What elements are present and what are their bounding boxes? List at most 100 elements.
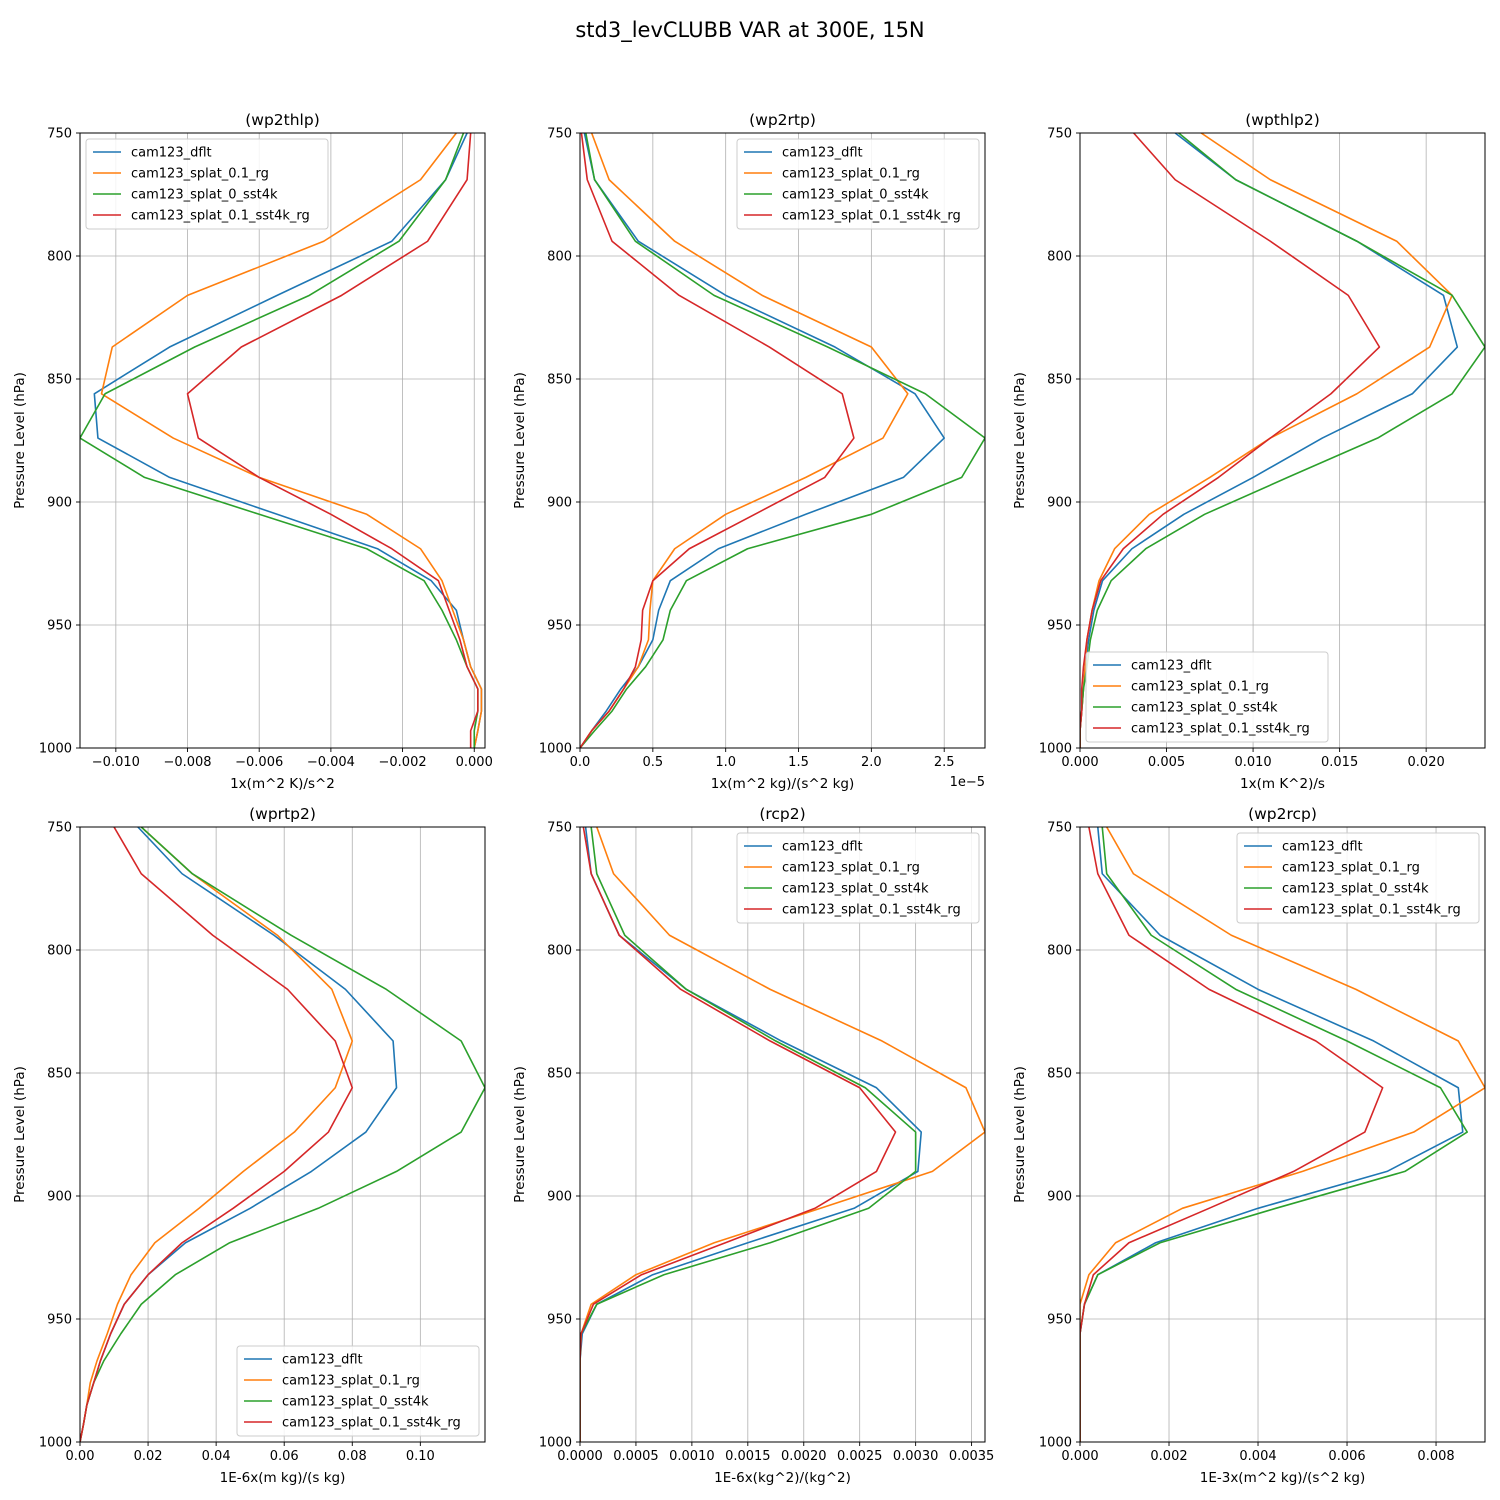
y-tick-label: 800 [547,944,572,959]
y-axis-label: Pressure Level (hPa) [512,1066,528,1203]
legend-label: cam123_splat_0.1_rg [282,1374,420,1389]
x-tick-label: 0.004 [1239,1449,1276,1464]
series-line-cam123_splat_0.1_rg [100,133,483,748]
x-tick-label: 0.005 [1148,755,1185,770]
x-tick-label: 0.10 [406,1449,435,1464]
y-tick-label: 900 [547,496,572,511]
axes-frame [579,132,986,749]
series-line-cam123_dflt [580,133,946,748]
legend-label: cam123_splat_0.1_sst4k_rg [1131,722,1310,737]
legend-label: cam123_dflt [782,146,863,161]
x-tick-label: 0.08 [338,1449,367,1464]
legend-box [736,138,980,230]
y-tick-label: 850 [47,1067,72,1082]
y-tick-label: 750 [47,821,72,836]
x-axis-label: 1E-3x(m^2 kg)/(s^2 kg) [1200,1470,1366,1486]
y-axis-label: Pressure Level (hPa) [512,372,528,509]
x-tick-label: 0.020 [1408,755,1445,770]
legend-label: cam123_dflt [782,840,863,855]
subplot-title: (wprtp2) [249,805,316,823]
y-axis-label: Pressure Level (hPa) [12,1066,28,1203]
subplot-wprtp2: 0.00 0.02 0.04 0.06 0.08 0.10 750 800 850 900 950 1… [12,805,486,1486]
y-tick-label: 800 [1047,944,1072,959]
y-tick-label: 900 [47,496,72,511]
legend: cam123_dflt cam123_splat_0.1_rg cam123_spl… [736,832,980,924]
legend-label: cam123_splat_0_sst4k [1131,701,1278,716]
x-tick-label: 0.0 [570,755,591,770]
y-tick-label: 1000 [39,1436,72,1451]
y-axis-label: Pressure Level (hPa) [1012,1066,1028,1203]
y-tick-label: 950 [47,619,72,634]
x-tick-label: 0.015 [1321,755,1358,770]
y-tick-label: 900 [47,1190,72,1205]
x-tick-label: 0.002 [1150,1449,1187,1464]
legend: cam123_dflt cam123_splat_0.1_rg cam123_spl… [1085,651,1329,743]
x-tick-label: 1.5 [788,755,809,770]
legend-label: cam123_splat_0_sst4k [782,882,929,897]
subplot-title: (rcp2) [759,805,805,823]
legend-label: cam123_splat_0.1_rg [1282,861,1420,876]
legend-label: cam123_splat_0.1_rg [1131,680,1269,695]
series-line-cam123_splat_0_sst4k [1080,827,1468,1442]
y-tick-label: 850 [547,1067,572,1082]
legend-box [236,1345,480,1437]
y-tick-label: 900 [1047,1190,1072,1205]
y-tick-label: 850 [1047,1067,1072,1082]
y-tick-label: 850 [1047,373,1072,388]
y-tick-label: 750 [47,127,72,142]
legend-label: cam123_splat_0_sst4k [282,1395,429,1410]
series-line-cam123_splat_0.1_sst4k_rg [1080,827,1384,1442]
x-tick-label: 0.0020 [781,1449,827,1464]
subplot-title: (wp2rcp) [1248,805,1317,823]
x-tick-label: −0.006 [235,755,283,770]
legend-label: cam123_dflt [282,1353,363,1368]
x-tick-label: 0.0005 [613,1449,659,1464]
x-offset-text: 1e−5 [950,775,985,790]
x-axis-label: 1E-6x(kg^2)/(kg^2) [714,1470,851,1486]
x-tick-label: 0.02 [134,1449,163,1464]
x-tick-label: 1.0 [715,755,736,770]
x-tick-label: −0.002 [379,755,427,770]
legend-label: cam123_splat_0_sst4k [131,188,278,203]
y-tick-label: 800 [1047,250,1072,265]
legend-label: cam123_dflt [1282,840,1363,855]
x-axis-label: 1x(m^2 K)/s^2 [230,776,335,792]
series-line-cam123_splat_0_sst4k [580,133,985,748]
subplot-wp2rtp: 0.0 0.5 1.0 1.5 2.0 2.5 750 800 850 900 950 1000 (wp… [512,111,986,792]
series-line-cam123_splat_0.1_sst4k_rg [1080,133,1381,748]
y-tick-label: 750 [547,127,572,142]
subplot-wpthlp2: 0.000 0.005 0.010 0.015 0.020 750 800 850 900 950… [1012,111,1486,792]
legend-label: cam123_splat_0_sst4k [782,188,929,203]
legend-label: cam123_splat_0.1_sst4k_rg [282,1416,461,1431]
legend: cam123_dflt cam123_splat_0.1_rg cam123_spl… [85,138,329,230]
y-tick-label: 800 [47,944,72,959]
x-tick-label: 2.5 [934,755,955,770]
x-tick-label: 0.0025 [837,1449,883,1464]
axes-frame [79,826,486,1443]
y-tick-label: 850 [547,373,572,388]
x-tick-label: 2.0 [861,755,882,770]
subplot-wp2thlp: −0.010 −0.008 −0.006 −0.004 −0.002 0.000 750 80… [12,111,493,792]
legend-box [85,138,329,230]
x-tick-label: 0.000 [1061,755,1098,770]
axes-frame [1079,826,1486,1443]
y-tick-label: 850 [47,373,72,388]
x-tick-label: −0.010 [92,755,140,770]
legend-label: cam123_dflt [131,146,212,161]
subplot-grid: −0.010 −0.008 −0.006 −0.004 −0.002 0.000 750 80… [12,111,1486,1486]
legend-label: cam123_dflt [1131,659,1212,674]
y-tick-label: 950 [547,1313,572,1328]
y-axis-label: Pressure Level (hPa) [1012,372,1028,509]
series-line-cam123_splat_0.1_sst4k_rg [580,133,855,748]
x-axis-label: 1x(m K^2)/s [1240,776,1325,792]
subplot-title: (wpthlp2) [1245,111,1320,129]
legend-label: cam123_splat_0.1_sst4k_rg [782,209,961,224]
x-tick-label: −0.008 [163,755,211,770]
y-tick-label: 1000 [539,1436,572,1451]
subplot-wp2rcp: 0.000 0.002 0.004 0.006 0.008 750 800 850 900 950… [1012,805,1486,1486]
axes-frame [579,826,986,1443]
legend-box [736,832,980,924]
x-tick-label: 0.000 [1061,1449,1098,1464]
y-tick-label: 950 [547,619,572,634]
